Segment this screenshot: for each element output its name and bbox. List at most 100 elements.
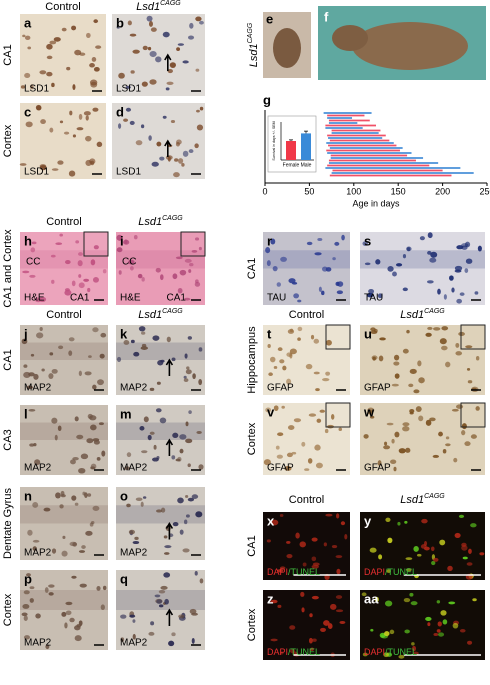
cell — [403, 598, 411, 603]
cell — [78, 468, 86, 474]
arrow — [164, 53, 172, 71]
stain-label: LSD1 — [116, 84, 141, 95]
cell — [392, 271, 397, 277]
cell — [92, 505, 100, 511]
cell — [194, 281, 201, 287]
cell — [130, 70, 135, 74]
stain-label: GFAP — [364, 463, 391, 474]
cell — [120, 614, 127, 619]
cell — [21, 612, 28, 617]
cell — [461, 423, 467, 430]
micrograph-panel: u GFAP — [360, 324, 486, 395]
cell — [436, 600, 441, 604]
cell — [410, 601, 418, 606]
cell — [276, 282, 281, 287]
micrograph-panel: i H&E CC CA1 — [116, 231, 206, 305]
cell — [437, 632, 445, 637]
micrograph — [112, 103, 205, 179]
micrograph-panel: k MAP2 — [116, 325, 205, 395]
cell — [93, 440, 100, 445]
cell — [64, 622, 68, 629]
cell — [76, 434, 84, 440]
cell — [22, 270, 30, 274]
cell — [128, 529, 136, 535]
cell — [188, 149, 194, 154]
cell — [147, 46, 152, 51]
cell — [149, 50, 157, 58]
cell — [50, 254, 56, 258]
cell — [370, 628, 374, 632]
cell — [198, 246, 202, 251]
cell — [454, 532, 461, 539]
cell — [179, 434, 187, 440]
cell — [31, 241, 37, 245]
cell — [141, 81, 148, 87]
cell — [439, 338, 447, 345]
cell — [140, 124, 145, 129]
cell — [176, 139, 182, 145]
cell — [325, 371, 331, 376]
cell — [61, 27, 67, 32]
cell — [148, 631, 155, 636]
cell — [186, 366, 190, 370]
cell — [184, 353, 188, 359]
cell — [51, 548, 57, 554]
cell — [336, 281, 340, 287]
column-header: Control — [46, 309, 81, 321]
column-header-sup: CAGG — [160, 0, 181, 7]
cell — [286, 378, 292, 385]
cell — [265, 247, 271, 254]
cell — [427, 326, 433, 330]
cell — [133, 234, 138, 240]
cell — [185, 495, 189, 498]
cell — [90, 424, 97, 431]
cell — [166, 336, 171, 343]
stain-label: TAU — [267, 293, 286, 304]
cell — [141, 450, 148, 454]
cell — [178, 614, 185, 619]
cell — [187, 497, 195, 502]
cell — [362, 652, 368, 657]
cell — [93, 19, 99, 24]
cell — [29, 598, 34, 603]
cell — [135, 140, 143, 146]
cell — [132, 619, 136, 623]
cell — [69, 110, 73, 116]
cell — [140, 346, 148, 350]
cell — [74, 625, 81, 631]
x-tick-label: 100 — [346, 186, 361, 196]
cell — [297, 326, 303, 332]
cell — [318, 286, 322, 292]
row-label: CA1 and Cortex — [2, 229, 14, 308]
cell — [156, 381, 161, 385]
cell — [433, 633, 439, 636]
cell — [309, 613, 313, 618]
cell — [398, 448, 406, 454]
cell — [69, 617, 75, 623]
cell — [445, 436, 450, 440]
micrograph-panel: s TAU — [360, 232, 485, 305]
cell — [429, 417, 436, 422]
cell — [173, 172, 180, 178]
cell — [160, 274, 164, 281]
column-header: Control — [289, 494, 324, 506]
cell — [199, 578, 204, 584]
cell — [277, 569, 284, 573]
cell — [289, 625, 296, 630]
stain-label: MAP2 — [24, 548, 52, 559]
cell — [466, 367, 471, 371]
cell — [372, 356, 376, 361]
row-label: CA1 — [2, 349, 14, 370]
cell — [332, 257, 336, 261]
cell — [314, 252, 322, 256]
cell — [322, 378, 330, 382]
arrow — [165, 521, 174, 540]
cell — [91, 57, 97, 62]
cell — [373, 328, 378, 333]
cell — [92, 107, 99, 112]
cell — [187, 463, 191, 468]
cell — [335, 595, 343, 599]
cell — [124, 466, 130, 471]
cell — [458, 331, 465, 337]
cell — [80, 453, 89, 460]
